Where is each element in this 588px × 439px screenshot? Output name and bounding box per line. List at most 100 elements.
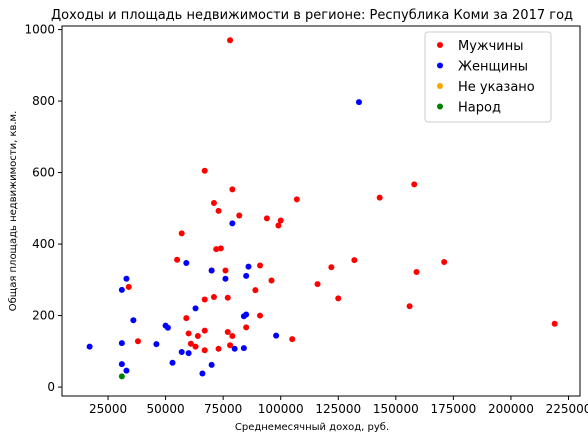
x-tick-label: 25000 — [89, 402, 127, 416]
data-point — [201, 347, 208, 354]
data-point — [213, 246, 220, 253]
data-point — [178, 349, 185, 356]
legend-label: Не указано — [458, 80, 535, 95]
data-point — [208, 361, 215, 368]
data-point — [130, 317, 137, 324]
series-1 — [86, 99, 362, 377]
data-point — [222, 267, 229, 274]
data-point — [185, 330, 192, 337]
x-tick-label: 150000 — [373, 402, 419, 416]
data-point — [243, 324, 250, 331]
data-point — [183, 315, 190, 322]
data-point — [222, 275, 229, 282]
legend-box — [424, 31, 552, 123]
data-point — [118, 373, 125, 380]
data-point — [201, 167, 208, 174]
data-point — [215, 207, 222, 214]
data-point — [169, 359, 176, 366]
legend-marker — [437, 103, 443, 110]
y-tick-label: 0 — [47, 380, 55, 394]
data-point — [441, 258, 448, 265]
data-point — [185, 350, 192, 357]
data-point — [118, 340, 125, 347]
data-point — [335, 295, 342, 302]
data-point — [236, 212, 243, 219]
data-point — [125, 283, 132, 290]
data-point — [413, 268, 420, 275]
y-axis-title: Общая площадь недвижимости, кв.м. — [8, 111, 19, 312]
x-tick-label: 225000 — [546, 402, 588, 416]
data-point — [256, 312, 263, 319]
legend-label: Женщины — [458, 60, 528, 75]
data-point — [252, 287, 259, 294]
data-point — [411, 181, 418, 188]
x-tick-label: 75000 — [204, 402, 242, 416]
data-point — [256, 262, 263, 269]
data-point — [183, 260, 190, 267]
data-point — [227, 342, 234, 349]
data-point — [86, 343, 93, 350]
data-point — [201, 327, 208, 334]
data-point — [406, 303, 413, 310]
data-point — [245, 263, 252, 270]
y-axis: 0 200 400 600 800 1000 — [24, 23, 62, 394]
x-tick-label: 200000 — [488, 402, 534, 416]
data-point — [243, 272, 250, 279]
data-point — [240, 313, 247, 320]
legend-marker — [437, 62, 443, 69]
data-point — [289, 336, 296, 343]
x-axis-title: Среднемесячный доход, руб. — [235, 422, 389, 433]
data-point — [224, 294, 231, 301]
x-tick-label: 50000 — [147, 402, 185, 416]
data-point — [224, 329, 231, 336]
x-axis: 25000 50000 75000 100000 125000 150000 175000 2… — [89, 396, 588, 416]
data-point — [164, 324, 171, 331]
legend-label: Мужчины — [458, 39, 524, 54]
data-point — [217, 245, 224, 252]
legend-label: Народ — [458, 101, 501, 116]
data-point — [263, 215, 270, 222]
data-point — [229, 332, 236, 339]
data-point — [227, 37, 234, 44]
data-point — [210, 293, 217, 300]
data-point — [215, 345, 222, 352]
data-point — [208, 267, 215, 274]
data-point — [229, 220, 236, 227]
series-3 — [118, 373, 125, 380]
data-point — [355, 99, 362, 106]
data-point — [229, 186, 236, 193]
data-point — [123, 367, 130, 374]
data-point — [240, 345, 247, 352]
y-tick-label: 400 — [32, 237, 55, 251]
data-point — [174, 256, 181, 263]
data-point — [351, 257, 358, 264]
data-point — [199, 370, 206, 377]
data-point — [314, 281, 321, 288]
x-tick-label: 125000 — [315, 402, 361, 416]
data-point — [268, 277, 275, 284]
data-point — [194, 332, 201, 339]
data-point — [201, 296, 208, 303]
legend-marker — [437, 83, 443, 89]
data-point — [123, 275, 130, 282]
data-point — [187, 340, 194, 347]
data-point — [328, 264, 335, 271]
data-point — [153, 341, 160, 348]
data-point — [118, 361, 125, 368]
y-tick-label: 800 — [32, 94, 55, 108]
y-tick-label: 200 — [32, 309, 55, 323]
data-point — [178, 230, 185, 237]
data-point — [231, 345, 238, 352]
data-point — [275, 222, 282, 229]
y-tick-label: 600 — [32, 166, 55, 180]
plot-area — [86, 37, 558, 380]
legend: Мужчины Женщины Не указано Народ — [424, 31, 552, 123]
data-point — [118, 286, 125, 293]
data-point — [273, 332, 280, 339]
data-point — [277, 217, 284, 224]
data-point — [192, 343, 199, 350]
x-tick-label: 175000 — [430, 402, 476, 416]
data-point — [551, 320, 558, 327]
data-point — [293, 196, 300, 203]
chart-title: Доходы и площадь недвижимости в регионе:… — [51, 8, 573, 23]
